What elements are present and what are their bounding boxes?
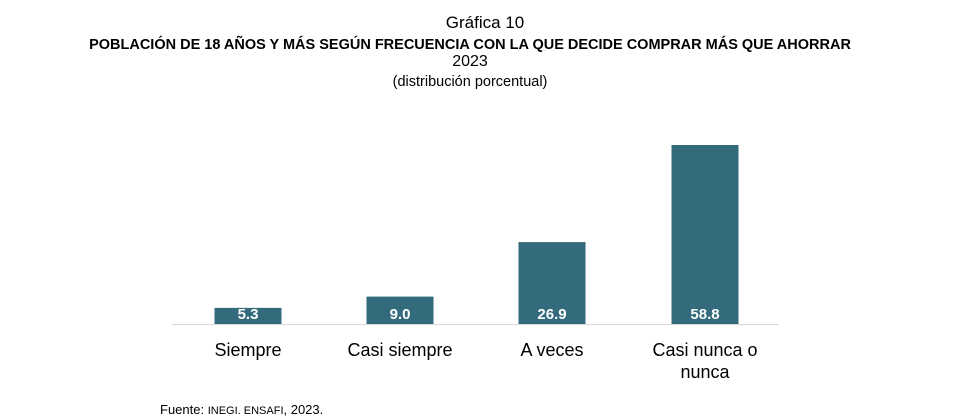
data-label: 9.0 [390, 306, 411, 323]
bar [214, 307, 282, 324]
source-org: INEGI. ENSAFI [207, 405, 284, 417]
data-label: 26.9 [537, 306, 566, 323]
bar [671, 145, 739, 324]
chart-subtitle: POBLACIÓN DE 18 AÑOS Y MÁS SEGÚN FRECUEN… [89, 37, 851, 53]
source-note: Fuente: INEGI. ENSAFI, 2023. [160, 402, 323, 417]
data-label: 5.3 [238, 306, 259, 323]
source-suffix: , 2023. [283, 402, 324, 417]
source-prefix: Fuente: [160, 402, 208, 417]
category-label: Casi siempre [347, 340, 452, 360]
data-label: 58.8 [690, 306, 719, 323]
bar [518, 242, 586, 324]
bar [366, 296, 434, 324]
chart-unit-note: (distribución porcentual) [392, 74, 548, 90]
category-label: Siempre [214, 340, 281, 360]
category-label: nunca [680, 362, 730, 382]
category-label: Casi nunca o [652, 340, 757, 360]
chart-year: 2023 [452, 53, 488, 70]
chart-title: Gráfica 10 [445, 13, 525, 32]
category-label: A veces [520, 340, 583, 360]
